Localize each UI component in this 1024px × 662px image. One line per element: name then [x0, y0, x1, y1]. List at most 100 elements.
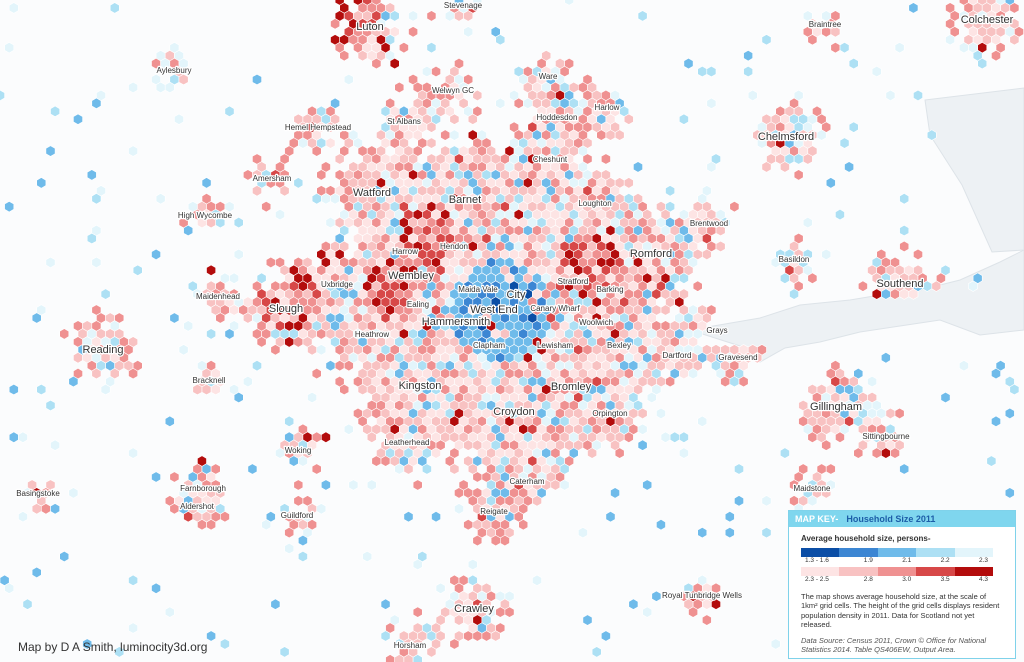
hex-cell [297, 550, 308, 563]
hex-cell [343, 360, 354, 372]
scale-label: 3.5 [940, 576, 950, 583]
hex-cell [270, 598, 281, 610]
hex-cell [178, 73, 189, 86]
scale-label: 2.1 [902, 557, 912, 564]
hex-cell [991, 367, 1001, 380]
hex-cell [59, 328, 70, 340]
scale: 1.3 - 1.6 1.9 2.1 2.2 2.3 2.3 - 2.5 2.8 3.0 3.5 4… [789, 548, 1015, 586]
hex-cell [279, 646, 290, 658]
hex-cell [243, 169, 253, 181]
hex-cell [68, 375, 79, 388]
hex-cell [256, 336, 267, 348]
hex-cell [660, 431, 671, 443]
hex-cell [229, 304, 239, 316]
scale-swatch [877, 548, 917, 557]
hex-cell [215, 312, 226, 324]
hex-cell [678, 447, 689, 459]
hex-cell [623, 113, 634, 125]
hex-cell [421, 65, 432, 78]
scale-swatch [954, 567, 994, 576]
hex-cell [449, 638, 460, 650]
hex-cell [922, 280, 933, 292]
hex-cell [899, 193, 910, 205]
hex-cell [284, 527, 295, 539]
place-label: Bexley [607, 341, 631, 350]
source: Data Source: Census 2011, Crown © Office… [801, 635, 987, 654]
hex-cell [31, 503, 42, 515]
place-label: Farnborough [180, 484, 226, 493]
map-key-header[interactable]: MAP KEY- Household Size 2011 [789, 511, 1015, 527]
hex-cell [371, 455, 382, 467]
scale-label: 4.3 [979, 576, 989, 583]
hex-cell [252, 73, 262, 86]
hex-cell [605, 129, 616, 141]
hex-cell [779, 161, 790, 173]
hex-cell [807, 272, 818, 284]
place-label: Stevenage [444, 1, 483, 10]
hex-cell [848, 57, 859, 70]
place-label: Woking [285, 446, 312, 455]
place-label: Reigate [480, 507, 508, 516]
hex-cell [463, 630, 474, 642]
scale-labels: 2.3 - 2.5 2.8 3.0 3.5 4.3 [801, 576, 993, 586]
hex-cell [697, 415, 708, 427]
hex-cell [789, 479, 799, 491]
hex-cell [1009, 34, 1020, 46]
hex-cell [706, 97, 717, 109]
hex-cell [0, 89, 5, 102]
hex-cell [91, 367, 102, 380]
place-label: Luton [356, 21, 384, 33]
hex-cell [734, 495, 744, 507]
hex-cell [614, 447, 625, 459]
hex-cell [701, 598, 712, 610]
hex-cell [192, 383, 203, 396]
hex-cell [499, 534, 510, 547]
place-label: Maidstone [794, 484, 831, 493]
hex-cell [724, 511, 735, 523]
hex-cell [357, 383, 368, 396]
hex-cell [403, 463, 414, 475]
map-key-title: Household Size 2011 [846, 514, 936, 524]
hex-cell [206, 328, 216, 340]
hex-cell [807, 495, 818, 507]
place-label: Royal Tunbridge Wells [662, 591, 742, 600]
hex-cell [297, 455, 308, 467]
place-label: Hoddesdon [537, 113, 578, 122]
hex-cell [22, 598, 33, 610]
hex-cell [128, 81, 138, 94]
hex-cell [894, 42, 905, 54]
hex-cell [307, 391, 318, 404]
hex-cell [4, 42, 15, 54]
scale-label: 2.3 [979, 557, 989, 564]
hex-cell [174, 113, 184, 125]
scale-row [801, 548, 994, 557]
hex-cell [151, 471, 161, 483]
hex-cell [945, 34, 956, 46]
hex-cell [330, 193, 341, 205]
scale-label: 3.0 [902, 576, 912, 583]
hex-cell [830, 42, 841, 54]
hex-cell [284, 542, 295, 555]
hex-cell [311, 463, 322, 475]
hex-cell [890, 447, 900, 459]
hex-cell [821, 248, 832, 261]
hex-cell [940, 391, 951, 404]
hex-cell [678, 431, 689, 443]
hex-cell [389, 10, 400, 22]
hex-cell [45, 256, 56, 269]
place-label: Gravesend [718, 353, 757, 362]
hex-cell [789, 288, 799, 300]
hex-cell [284, 336, 295, 348]
hex-cell [614, 129, 625, 141]
hex-cell [224, 105, 235, 117]
hex-cell [449, 113, 460, 125]
hex-cell [164, 81, 175, 94]
hex-cell [243, 375, 253, 388]
credit: Map by D A Smith, luminocity3d.org [18, 640, 208, 654]
hex-cell [293, 495, 304, 507]
hex-cell [408, 26, 419, 38]
map-key-subtitle: Average household size, persons- [801, 534, 931, 543]
hex-cell [623, 177, 634, 189]
hex-cell [394, 81, 405, 94]
hex-cell [284, 415, 295, 427]
